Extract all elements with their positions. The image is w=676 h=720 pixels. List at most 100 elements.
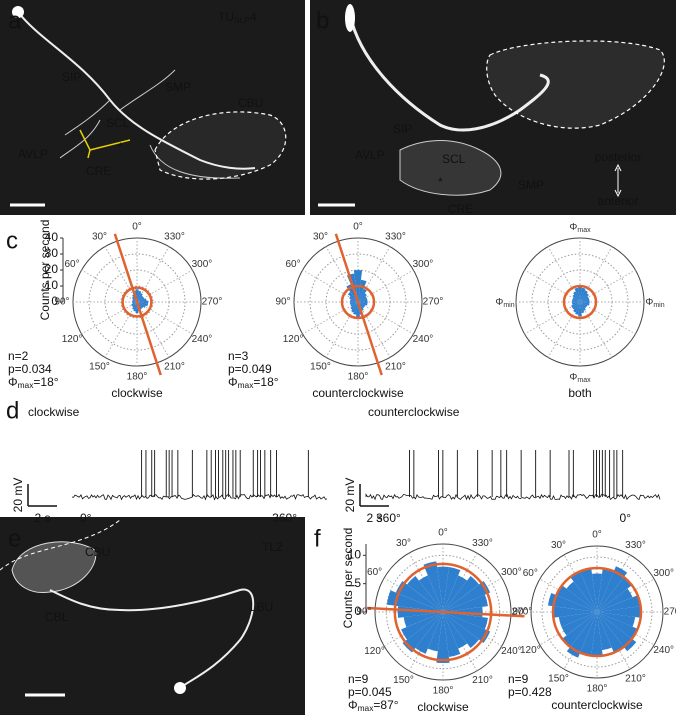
angle-label: 60° bbox=[523, 568, 538, 579]
rose-bar bbox=[358, 302, 368, 306]
angle-label: 300° bbox=[653, 568, 674, 579]
rose-bar bbox=[580, 612, 597, 656]
scale-label: 20 mV bbox=[11, 478, 25, 513]
angle-label-sub: max bbox=[577, 377, 591, 384]
region-label: SCL bbox=[442, 152, 466, 166]
angle-label: 240° bbox=[413, 334, 434, 345]
angle-label: Φmin bbox=[495, 297, 514, 309]
rose-bar bbox=[415, 612, 443, 654]
angle-label: 180° bbox=[127, 372, 148, 383]
rose-bar bbox=[350, 302, 358, 307]
plot-title: both bbox=[568, 386, 591, 400]
r-tick-label: 30 bbox=[45, 246, 59, 260]
rose-bar bbox=[443, 594, 488, 612]
rose-bar bbox=[137, 295, 144, 302]
rose-bar bbox=[358, 296, 367, 302]
rose-bar bbox=[580, 302, 587, 309]
angle-label-symbol: Φ bbox=[495, 297, 503, 308]
panel-label: d bbox=[6, 397, 19, 424]
angle-label: 120° bbox=[62, 334, 83, 345]
rose-bar bbox=[597, 612, 624, 653]
scale-label: 2 s bbox=[366, 511, 382, 525]
stat-text: =18° bbox=[33, 375, 58, 389]
title-sub: SLP bbox=[234, 15, 250, 25]
rose-bar bbox=[358, 279, 367, 302]
stat: p=0.428 bbox=[508, 685, 552, 699]
radial-grid bbox=[136, 269, 193, 303]
angle-label: 180° bbox=[348, 372, 369, 383]
angle-label: 270° bbox=[664, 607, 676, 618]
stat: n=2 bbox=[8, 349, 29, 363]
rose-bar bbox=[137, 302, 146, 308]
angle-label: 150° bbox=[393, 675, 414, 686]
stat-text: =87° bbox=[373, 698, 398, 712]
rose-bar bbox=[137, 300, 149, 304]
stat-symbol: Φ bbox=[8, 375, 18, 389]
panel-label: a bbox=[8, 7, 22, 34]
stat: Φmax=18° bbox=[228, 375, 279, 390]
rose-bar bbox=[597, 606, 641, 618]
rose-bar bbox=[566, 581, 597, 612]
angle-label: 300° bbox=[413, 259, 434, 270]
rose-bar bbox=[580, 302, 586, 311]
region-label: SIP bbox=[393, 122, 412, 136]
radial-grid bbox=[524, 301, 581, 335]
angle-label: 210° bbox=[472, 675, 493, 686]
rose-bar bbox=[355, 302, 361, 319]
rose-bar bbox=[423, 561, 443, 612]
mean-circle bbox=[551, 566, 643, 658]
rose-bar bbox=[358, 288, 367, 302]
rose-bar bbox=[443, 612, 468, 649]
rose-bar bbox=[443, 612, 461, 657]
rose-bar bbox=[597, 595, 641, 612]
region-label: CBL bbox=[45, 610, 69, 624]
rose-bar bbox=[580, 290, 588, 302]
angle-mark: 360° bbox=[376, 511, 401, 525]
region-label: SMP bbox=[518, 178, 544, 192]
angle-label: 270° bbox=[512, 607, 533, 618]
rose-bar bbox=[137, 302, 149, 307]
panel-a-image bbox=[0, 0, 305, 215]
stat-text: =18° bbox=[253, 375, 278, 389]
angle-label: 120° bbox=[364, 646, 385, 657]
angle-label: 210° bbox=[164, 362, 185, 373]
rose-bar bbox=[573, 291, 580, 302]
r-tick-label: 10 bbox=[45, 278, 59, 292]
mean-circle bbox=[562, 284, 598, 320]
angle-label: 330° bbox=[385, 232, 406, 243]
r-tick-label: 5 bbox=[354, 576, 361, 590]
angle-label: 330° bbox=[164, 232, 185, 243]
phi-max-line bbox=[113, 233, 162, 376]
content: a b c d e f TUSLP4 SIP SMP SCL AVLP CRE CBU * SIP AVLP S… bbox=[6, 7, 676, 714]
grid-circle bbox=[120, 285, 154, 319]
rose-bar bbox=[436, 612, 450, 663]
rose-bar bbox=[572, 294, 580, 302]
rose-bar bbox=[597, 568, 614, 612]
rose-bar bbox=[407, 576, 443, 612]
rose-bar bbox=[552, 606, 597, 618]
rose-bar bbox=[401, 612, 443, 640]
rose-bar bbox=[591, 612, 603, 657]
rose-bar bbox=[358, 298, 368, 302]
region-label: AVLP bbox=[355, 148, 385, 162]
angle-label-sub: max bbox=[577, 227, 591, 234]
radial-grid bbox=[302, 269, 359, 303]
panel-e-image bbox=[0, 517, 305, 715]
radial-grid bbox=[136, 301, 193, 335]
angle-label: 240° bbox=[653, 645, 674, 656]
rose-bar bbox=[570, 571, 597, 612]
angle-label-symbol: Φ bbox=[645, 297, 653, 308]
angle-label-symbol: Φ bbox=[569, 222, 577, 233]
rose-bar bbox=[350, 298, 358, 302]
stat-sub: max bbox=[18, 380, 35, 390]
rose-bar bbox=[597, 612, 637, 652]
radial-grid bbox=[524, 269, 581, 303]
rose-bar bbox=[443, 580, 491, 612]
angle-label: 0° bbox=[132, 222, 142, 233]
angle-label: 180° bbox=[433, 686, 454, 697]
stat: n=3 bbox=[228, 349, 249, 363]
rose-bar bbox=[395, 580, 443, 612]
rose-bar bbox=[580, 296, 589, 302]
rose-bar bbox=[443, 575, 468, 612]
